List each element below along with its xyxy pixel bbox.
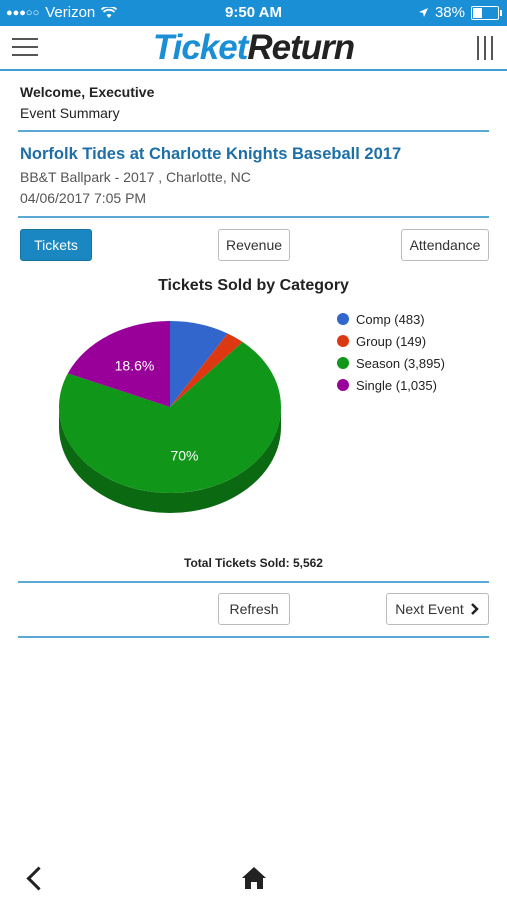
next-event-label: Next Event [395, 601, 464, 617]
tab-attendance[interactable]: Attendance [401, 229, 489, 261]
battery-percent: 38% [434, 4, 465, 21]
legend-item-comp: Comp (483) [337, 308, 445, 330]
pie-label-season: 70% [170, 448, 198, 464]
pie-label-single: 18.6% [115, 357, 155, 373]
next-event-button[interactable]: Next Event [386, 593, 489, 625]
status-bar: ●●●○○ Verizon 9:50 AM 38% [0, 0, 507, 26]
welcome-text: Welcome, Executive [20, 84, 155, 100]
chevron-right-icon [470, 603, 479, 615]
signal-icon: ●●●○○ [6, 6, 40, 19]
legend-swatch [337, 335, 349, 347]
event-title: Norfolk Tides at Charlotte Knights Baseb… [20, 145, 402, 163]
clock: 9:50 AM [225, 4, 282, 21]
pie-chart: 70% 18.6% [58, 321, 281, 513]
pie-slice-comp [170, 321, 228, 407]
battery-icon [471, 5, 502, 20]
carrier-label: Verizon [45, 4, 96, 21]
tab-tickets[interactable]: Tickets [20, 229, 92, 261]
refresh-button[interactable]: Refresh [218, 593, 290, 625]
pie-slice-season [58, 342, 281, 493]
event-datetime: 04/06/2017 7:05 PM [20, 190, 147, 206]
legend-swatch [337, 379, 349, 391]
chart-legend: Comp (483) Group (149) Season (3,895) Singl… [337, 308, 445, 396]
legend-label: Comp (483) [356, 311, 425, 327]
pie-slice-group [170, 333, 243, 407]
columns-menu-icon[interactable] [477, 36, 493, 60]
legend-label: Single (1,035) [356, 377, 437, 393]
legend-label: Season (3,895) [356, 355, 445, 371]
event-venue: BB&T Ballpark - 2017 , Charlotte, NC [20, 169, 251, 185]
home-icon[interactable] [241, 866, 267, 890]
divider [18, 636, 489, 638]
pie-slice-side-season [59, 407, 281, 513]
hamburger-icon[interactable] [12, 38, 38, 62]
chart-title: Tickets Sold by Category [158, 277, 349, 294]
legend-swatch [337, 313, 349, 325]
location-arrow-icon [418, 8, 428, 17]
divider [18, 130, 489, 132]
bottom-nav [0, 858, 507, 900]
pie-slice-single [67, 321, 170, 407]
divider [18, 216, 489, 218]
divider [18, 581, 489, 583]
app-header: TicketReturn [0, 26, 507, 71]
app-logo: TicketReturn [152, 28, 355, 67]
total-tickets: Total Tickets Sold: 5,562 [184, 556, 323, 570]
legend-label: Group (149) [356, 333, 427, 349]
page-subtitle: Event Summary [20, 105, 120, 121]
legend-item-group: Group (149) [337, 330, 445, 352]
legend-item-season: Season (3,895) [337, 352, 445, 374]
chevron-left-icon[interactable] [26, 866, 51, 891]
tab-revenue[interactable]: Revenue [218, 229, 290, 261]
legend-item-single: Single (1,035) [337, 374, 445, 396]
legend-swatch [337, 357, 349, 369]
wifi-icon [101, 6, 118, 18]
